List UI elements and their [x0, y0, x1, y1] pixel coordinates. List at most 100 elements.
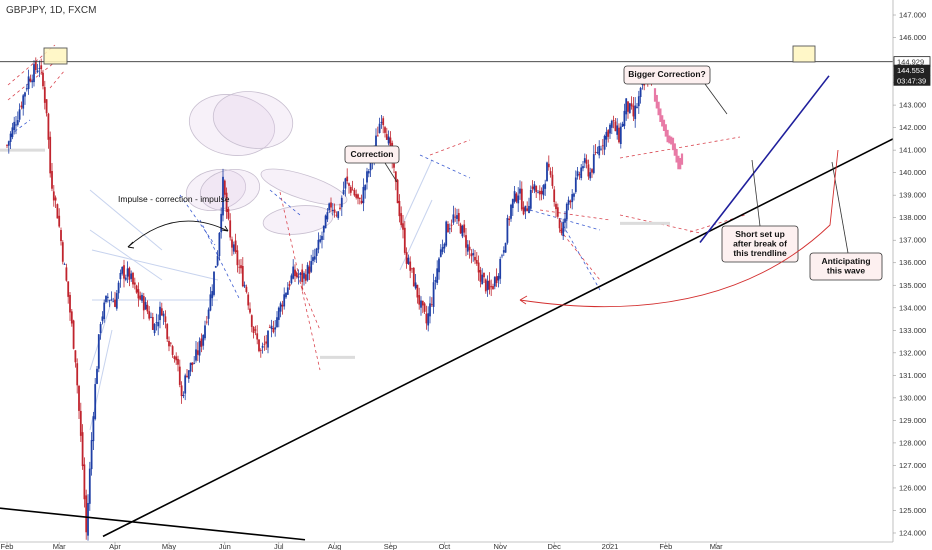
time-tick-label: Mar	[710, 542, 723, 550]
bigger-correction-callout-text-1: Bigger Correction?	[628, 69, 705, 79]
candle-body	[627, 101, 629, 112]
candle-body	[281, 304, 284, 307]
candle-body	[472, 253, 475, 256]
candle-body	[133, 282, 136, 285]
candle-body	[504, 242, 507, 253]
time-tick-label: Dec	[548, 542, 562, 550]
candle-body	[227, 208, 230, 219]
candle-body	[619, 126, 622, 144]
candle-body	[319, 239, 322, 242]
candle-body	[317, 239, 320, 250]
candle-body	[254, 329, 257, 331]
projected-candle	[659, 108, 662, 122]
candle-body	[594, 151, 597, 153]
price-tick-label: 130.000	[899, 393, 926, 402]
candle-body	[236, 250, 239, 266]
candle-body	[310, 261, 313, 272]
time-tick-label: Jul	[274, 542, 284, 550]
candle-body	[222, 176, 224, 216]
blue-channel-line-8	[399, 199, 433, 271]
projected-candle	[662, 119, 666, 131]
candle-body	[369, 157, 372, 171]
candle-body	[520, 188, 523, 210]
candle-body	[573, 193, 575, 197]
candle-body	[148, 311, 151, 319]
lower-trendline[interactable]	[0, 507, 306, 541]
candle-body	[499, 259, 502, 279]
candle-body	[69, 294, 71, 313]
candle-body	[42, 72, 44, 87]
candle-body	[403, 227, 406, 253]
candle-body	[483, 272, 485, 278]
anticipating-callout-box[interactable]	[809, 252, 883, 281]
candle-body	[452, 214, 455, 223]
short-term-trendline[interactable]	[699, 75, 830, 243]
candle-body	[481, 274, 484, 285]
candle-body	[265, 341, 268, 344]
red-curve-arrow	[519, 149, 839, 308]
short-setup-pointer	[751, 159, 761, 227]
candle-body	[34, 61, 37, 71]
candle-body	[132, 272, 134, 285]
candle-body	[160, 308, 163, 316]
candle-body	[531, 186, 534, 189]
candle-body	[529, 189, 532, 209]
candle-body	[67, 281, 70, 297]
highlight-oval-3	[185, 169, 247, 211]
candle-body	[195, 349, 197, 361]
anticipating-callout-text-2: this wave	[827, 266, 866, 276]
candle-body	[400, 213, 403, 226]
blue-dashed-line-7	[559, 219, 601, 291]
candle-body	[376, 135, 379, 137]
blue-channel-line-3	[89, 189, 163, 251]
red-curve-arrowhead	[519, 295, 528, 305]
candle-body	[196, 350, 199, 355]
candle-body	[510, 204, 512, 219]
candle-body	[439, 249, 442, 257]
candle-body	[306, 264, 309, 281]
candle-body	[607, 130, 610, 137]
correction-pointer	[384, 162, 398, 183]
candle-body	[565, 203, 568, 220]
candle-body	[47, 113, 50, 140]
top-box-left[interactable]	[43, 47, 68, 65]
correction-callout-text-1: Correction	[351, 149, 394, 159]
candle-body	[513, 191, 516, 202]
candle-body	[263, 343, 266, 345]
candle-body	[457, 213, 460, 222]
candle-body	[564, 218, 566, 223]
candle-body	[389, 137, 392, 146]
candle-body	[97, 334, 100, 369]
main-uptrend-line[interactable]	[102, 138, 894, 538]
candle-body	[441, 247, 444, 252]
time-tick-label: Sep	[384, 542, 397, 550]
time-tick-label: Feb	[659, 542, 672, 550]
price-tag-box[interactable]	[893, 74, 931, 86]
blue-dashed-line-5	[419, 154, 471, 179]
candle-body	[99, 324, 102, 334]
candle-body	[601, 145, 604, 147]
price-tick-label: 143.000	[899, 101, 926, 110]
price-tick-label: 132.000	[899, 348, 926, 357]
correction-callout-box[interactable]	[344, 145, 400, 164]
candle-body	[493, 277, 496, 287]
price-tick-label: 137.000	[899, 236, 926, 245]
candle-body	[258, 339, 260, 352]
candle-body	[108, 300, 111, 302]
candle-body	[582, 166, 584, 169]
top-box-right[interactable]	[792, 45, 816, 63]
candle-body	[270, 325, 273, 330]
red-dashed-line-1	[7, 44, 56, 86]
blue-channel-line-7	[399, 159, 433, 231]
candle-body	[432, 282, 435, 307]
candle-body	[164, 316, 167, 323]
bigger-correction-callout-box[interactable]	[623, 65, 711, 85]
candle-body	[360, 200, 363, 204]
candle-body	[243, 284, 246, 287]
candle-body	[501, 255, 503, 257]
candle-body	[551, 174, 554, 186]
candle-body	[445, 221, 448, 246]
candle-body	[375, 135, 377, 148]
highlight-oval-1	[188, 94, 276, 156]
